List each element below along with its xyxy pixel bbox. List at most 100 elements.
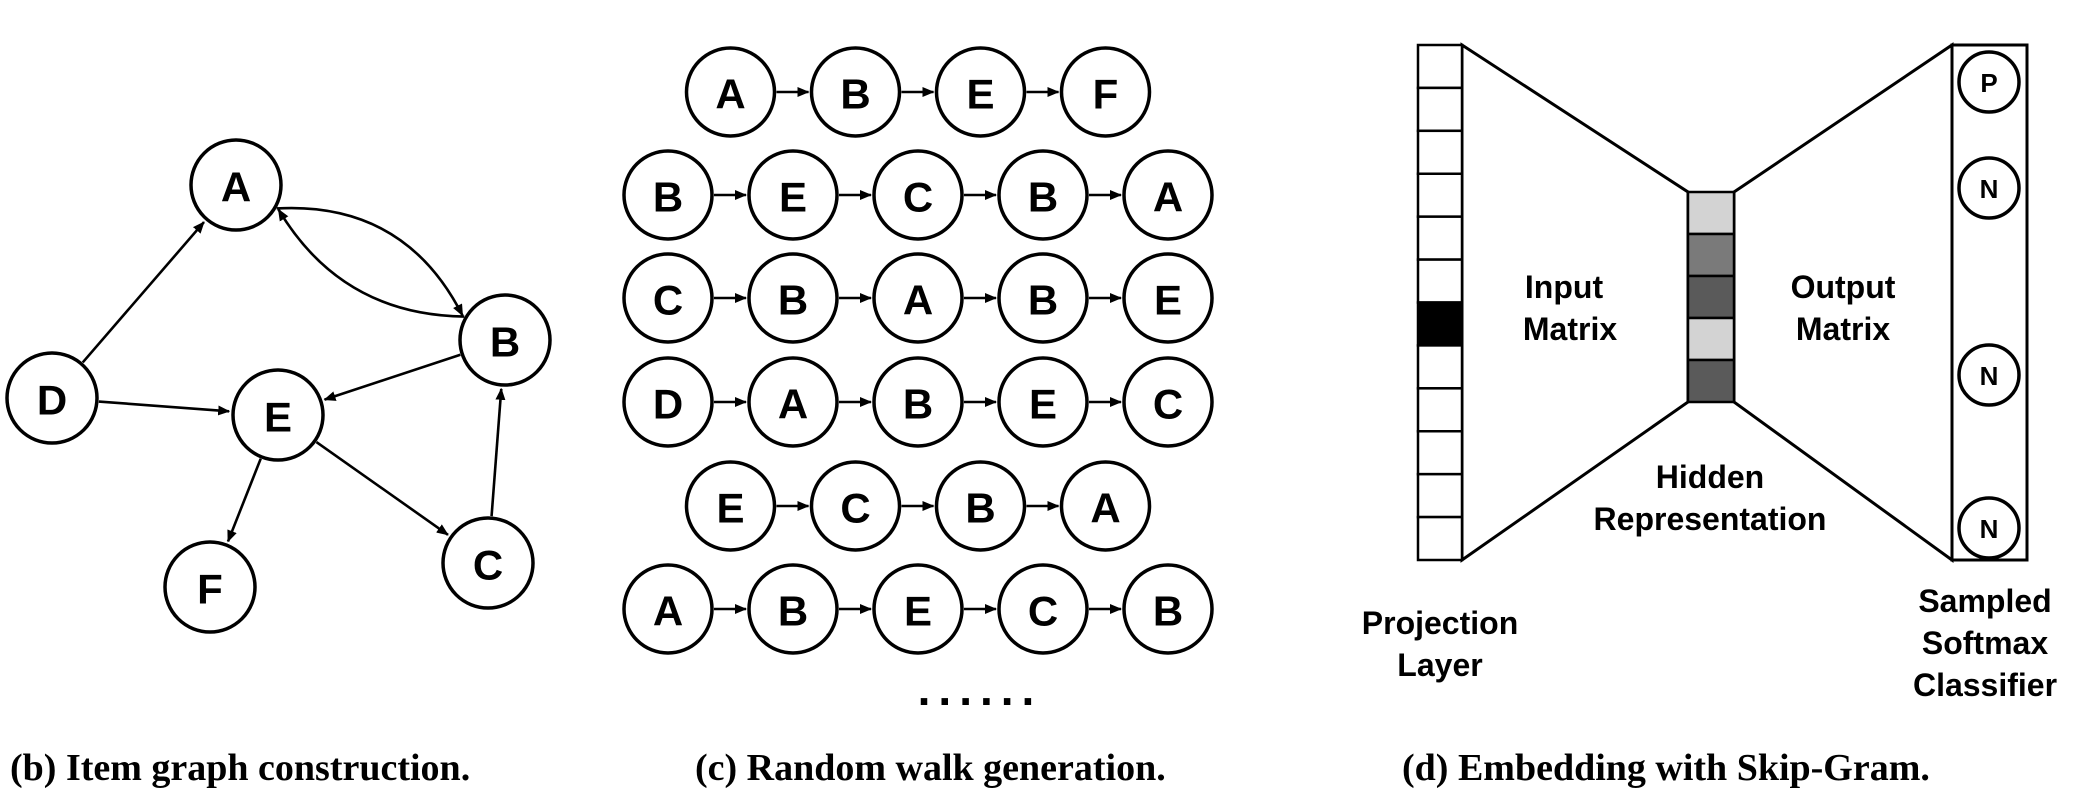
walk-node-circle <box>809 46 902 138</box>
walk-node-E: E <box>997 356 1089 448</box>
walk-node-circle <box>809 460 902 552</box>
walk-node-label: B <box>778 588 808 635</box>
walk-node-circle <box>622 252 714 344</box>
projection-cell <box>1416 258 1464 304</box>
node-label: C <box>473 542 503 589</box>
walk-node-E: E <box>747 149 839 241</box>
node-circle <box>458 293 552 387</box>
node-label: A <box>221 164 251 211</box>
graph-node-B: B <box>458 293 552 387</box>
hidden-representation <box>1686 190 1736 404</box>
walk-node-A: A <box>1059 460 1152 552</box>
walk-sequences: A B E F B E C B A C B A B E D A B E C E C B A A B E C B <box>622 46 1214 655</box>
walk-node-circle <box>622 356 714 448</box>
hidden-cell <box>1686 358 1736 404</box>
graph-node-A: A <box>189 138 283 232</box>
walk-node-E: E <box>934 46 1027 138</box>
walk-node-circle <box>1122 149 1214 241</box>
walk-node-C: C <box>622 252 714 344</box>
classifier-nodes: P N N N <box>1957 50 2021 560</box>
node-label: D <box>37 377 67 424</box>
edge-A-B <box>276 206 464 317</box>
walk-node-A: A <box>747 356 839 448</box>
classifier-node-circle <box>1957 50 2021 114</box>
classifier-node-N: N <box>1957 343 2021 407</box>
walk-node-E: E <box>872 563 964 655</box>
classifier-node-circle <box>1957 156 2021 220</box>
walk-node-label: A <box>1090 485 1120 532</box>
walk-node-C: C <box>1122 356 1214 448</box>
node-circle <box>189 138 283 232</box>
walk-ellipsis: ...... <box>918 663 1043 715</box>
walk-node-label: E <box>1029 381 1057 428</box>
skipgram-panel: P N N N Input Matrix Output Matrix Hidden R… <box>1362 42 2057 789</box>
walk-node-circle <box>1059 46 1152 138</box>
projection-layer <box>1416 43 1464 562</box>
classifier-node-label: N <box>1980 174 1999 204</box>
walk-node-label: C <box>1028 588 1058 635</box>
walk-node-circle <box>934 460 1027 552</box>
walk-node-label: A <box>903 277 933 324</box>
walk-caption: (c) Random walk generation. <box>695 747 1166 789</box>
walk-node-label: B <box>965 485 995 532</box>
projection-cell <box>1416 344 1464 390</box>
walk-node-circle <box>934 46 1027 138</box>
classifier-label-line2: Softmax <box>1922 625 2048 661</box>
walk-node-label: F <box>1093 71 1119 118</box>
walk-node-circle <box>872 356 964 448</box>
projection-label-line2: Layer <box>1397 647 1482 683</box>
output-label-line1: Output <box>1791 269 1896 305</box>
walk-node-label: B <box>840 71 870 118</box>
projection-cell <box>1416 430 1464 476</box>
graph-nodes: A B C D E F <box>5 138 552 634</box>
projection-cell <box>1416 387 1464 433</box>
hidden-cell <box>1686 274 1736 320</box>
walk-node-label: B <box>778 277 808 324</box>
walk-node-circle <box>997 252 1089 344</box>
node-circle <box>231 368 325 462</box>
graph-edges <box>81 206 506 543</box>
walk-node-B: B <box>809 46 902 138</box>
walk-node-label: A <box>653 588 683 635</box>
graph-caption: (b) Item graph construction. <box>10 747 470 789</box>
walk-node-circle <box>1122 356 1214 448</box>
walk-node-circle <box>1122 252 1214 344</box>
walk-node-B: B <box>872 356 964 448</box>
walk-node-C: C <box>809 460 902 552</box>
walk-node-label: B <box>1028 174 1058 221</box>
projection-active-cell <box>1416 301 1464 347</box>
walk-node-circle <box>684 460 777 552</box>
walk-node-B: B <box>747 252 839 344</box>
classifier-node-P: P <box>1957 50 2021 114</box>
classifier-node-label: N <box>1980 361 1999 391</box>
walk-node-E: E <box>684 460 777 552</box>
walk-node-B: B <box>997 252 1089 344</box>
classifier-node-circle <box>1957 496 2021 560</box>
graph-node-F: F <box>163 540 257 634</box>
hidden-cell <box>1686 232 1736 278</box>
walk-node-label: C <box>840 485 870 532</box>
node-label: E <box>264 394 292 441</box>
walk-node-circle <box>622 563 714 655</box>
walk-node-circle <box>872 149 964 241</box>
walk-node-label: E <box>779 174 807 221</box>
random-walk-panel: A B E F B E C B A C B A B E D A B E C E C B A A B E C B ...... (c) … <box>622 46 1214 789</box>
classifier-label-line3: Classifier <box>1913 667 2057 703</box>
node-label: B <box>490 319 520 366</box>
walk-node-circle <box>997 563 1089 655</box>
walk-node-label: B <box>1028 277 1058 324</box>
projection-cell <box>1416 43 1464 90</box>
node-label: F <box>197 566 223 613</box>
classifier-node-N: N <box>1957 496 2021 560</box>
walk-node-B: B <box>1122 563 1214 655</box>
walk-node-label: C <box>1153 381 1183 428</box>
walk-node-label: A <box>715 71 745 118</box>
edge-E-C <box>315 441 449 536</box>
walk-node-B: B <box>997 149 1089 241</box>
walk-node-label: E <box>1154 277 1182 324</box>
projection-label-line1: Projection <box>1362 605 1518 641</box>
